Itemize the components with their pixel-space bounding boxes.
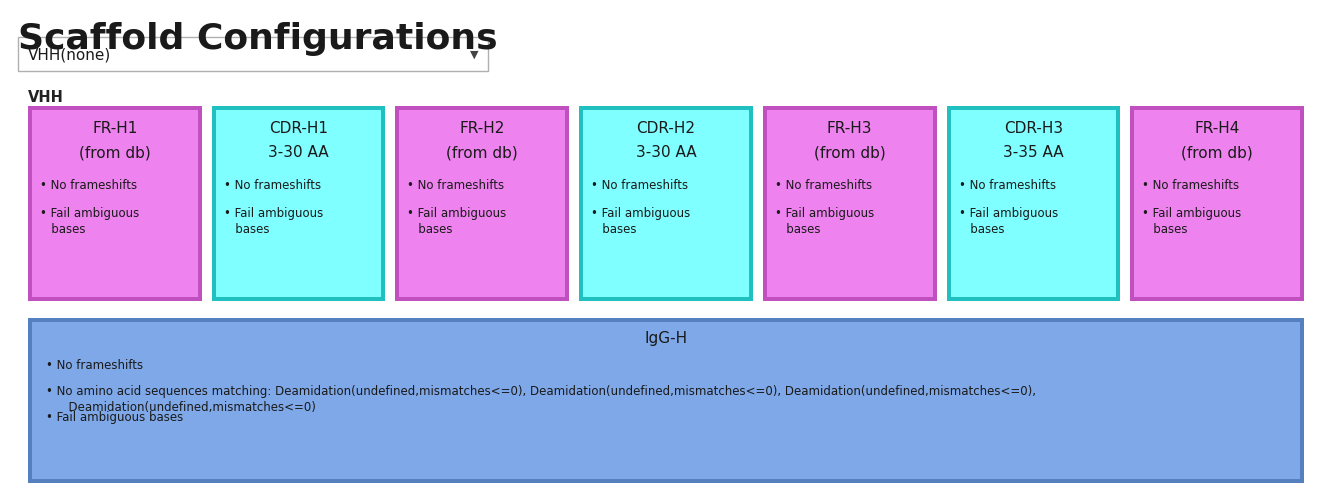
FancyBboxPatch shape (399, 111, 564, 298)
Text: • Fail ambiguous: • Fail ambiguous (1142, 206, 1241, 219)
Text: • Fail ambiguous: • Fail ambiguous (407, 206, 506, 219)
Text: Scaffold Configurations: Scaffold Configurations (19, 22, 497, 56)
FancyBboxPatch shape (579, 107, 752, 302)
Text: VHH(none): VHH(none) (28, 48, 111, 63)
Text: • No frameshifts: • No frameshifts (1142, 179, 1240, 191)
FancyBboxPatch shape (32, 322, 1300, 479)
Text: FR-H3: FR-H3 (828, 121, 873, 136)
FancyBboxPatch shape (1134, 111, 1300, 298)
Text: • Fail ambiguous: • Fail ambiguous (591, 206, 690, 219)
Text: 3-30 AA: 3-30 AA (636, 145, 697, 160)
Text: FR-H4: FR-H4 (1195, 121, 1240, 136)
Text: CDR-H3: CDR-H3 (1003, 121, 1063, 136)
FancyBboxPatch shape (32, 111, 198, 298)
FancyBboxPatch shape (28, 318, 1303, 483)
Text: bases: bases (775, 222, 821, 235)
Text: CDR-H1: CDR-H1 (270, 121, 328, 136)
Text: bases: bases (958, 222, 1005, 235)
Text: 3-35 AA: 3-35 AA (1003, 145, 1064, 160)
FancyBboxPatch shape (215, 111, 382, 298)
Text: • No frameshifts: • No frameshifts (46, 358, 143, 371)
Text: 3-30 AA: 3-30 AA (268, 145, 329, 160)
FancyBboxPatch shape (767, 111, 932, 298)
Text: ▼: ▼ (471, 50, 479, 60)
FancyBboxPatch shape (763, 107, 936, 302)
Text: (from db): (from db) (814, 145, 886, 160)
FancyBboxPatch shape (951, 111, 1116, 298)
Text: bases: bases (40, 222, 86, 235)
FancyBboxPatch shape (19, 38, 488, 72)
FancyBboxPatch shape (1130, 107, 1303, 302)
Text: bases: bases (407, 222, 453, 235)
Text: • No frameshifts: • No frameshifts (775, 179, 873, 191)
Text: bases: bases (1142, 222, 1187, 235)
FancyBboxPatch shape (583, 111, 748, 298)
Text: • Fail ambiguous: • Fail ambiguous (958, 206, 1058, 219)
Text: • No frameshifts: • No frameshifts (40, 179, 137, 191)
Text: bases: bases (591, 222, 637, 235)
Text: (from db): (from db) (1182, 145, 1253, 160)
Text: (from db): (from db) (79, 145, 151, 160)
FancyBboxPatch shape (212, 107, 386, 302)
Text: • Fail ambiguous bases: • Fail ambiguous bases (46, 410, 184, 423)
Text: IgG-H: IgG-H (644, 330, 687, 345)
Text: • No frameshifts: • No frameshifts (958, 179, 1056, 191)
Text: VHH: VHH (28, 90, 63, 105)
FancyBboxPatch shape (28, 107, 202, 302)
Text: • Fail ambiguous: • Fail ambiguous (775, 206, 874, 219)
Text: FR-H2: FR-H2 (460, 121, 505, 136)
Text: (from db): (from db) (447, 145, 518, 160)
Text: • No frameshifts: • No frameshifts (407, 179, 505, 191)
Text: CDR-H2: CDR-H2 (636, 121, 695, 136)
FancyBboxPatch shape (947, 107, 1120, 302)
Text: • Fail ambiguous: • Fail ambiguous (40, 206, 139, 219)
Text: FR-H1: FR-H1 (93, 121, 137, 136)
Text: • Fail ambiguous: • Fail ambiguous (223, 206, 323, 219)
Text: bases: bases (223, 222, 270, 235)
Text: • No frameshifts: • No frameshifts (591, 179, 689, 191)
Text: • No amino acid sequences matching: Deamidation(undefined,mismatches<=0), Deamid: • No amino acid sequences matching: Deam… (46, 384, 1036, 397)
Text: Deamidation(undefined,mismatches<=0): Deamidation(undefined,mismatches<=0) (46, 400, 316, 413)
FancyBboxPatch shape (395, 107, 570, 302)
Text: • No frameshifts: • No frameshifts (223, 179, 321, 191)
